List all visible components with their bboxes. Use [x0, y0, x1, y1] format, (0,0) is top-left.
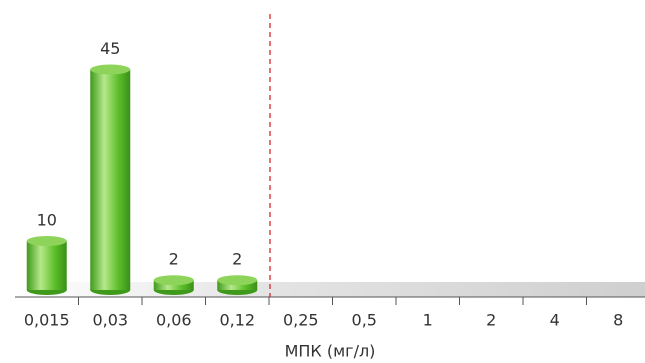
x-tick-label: 0,015 [24, 311, 70, 330]
data-label: 10 [37, 211, 57, 230]
x-tick-label: 0,03 [92, 311, 128, 330]
x-tick-label: 4 [550, 311, 560, 330]
bar-top [153, 275, 194, 286]
x-tick-label: 1 [423, 311, 433, 330]
x-tick-label: 2 [486, 311, 496, 330]
bar-top [217, 275, 258, 286]
bar-body [90, 69, 131, 290]
x-axis-title: МПК (мг/л) [285, 342, 376, 361]
bar [26, 236, 67, 295]
bar [153, 275, 194, 295]
x-tick-label: 0,06 [156, 311, 192, 330]
x-tick-label: 0,12 [219, 311, 255, 330]
x-tick-label: 8 [613, 311, 623, 330]
data-label: 45 [100, 39, 120, 58]
bar-body [26, 241, 67, 290]
bar [217, 275, 258, 295]
x-tick-label: 0,25 [283, 311, 319, 330]
data-label: 2 [232, 250, 242, 269]
bar-top [90, 64, 131, 75]
bar [90, 64, 131, 295]
data-label: 2 [169, 250, 179, 269]
bar-top [26, 236, 67, 246]
x-tick-label: 0,5 [352, 311, 377, 330]
